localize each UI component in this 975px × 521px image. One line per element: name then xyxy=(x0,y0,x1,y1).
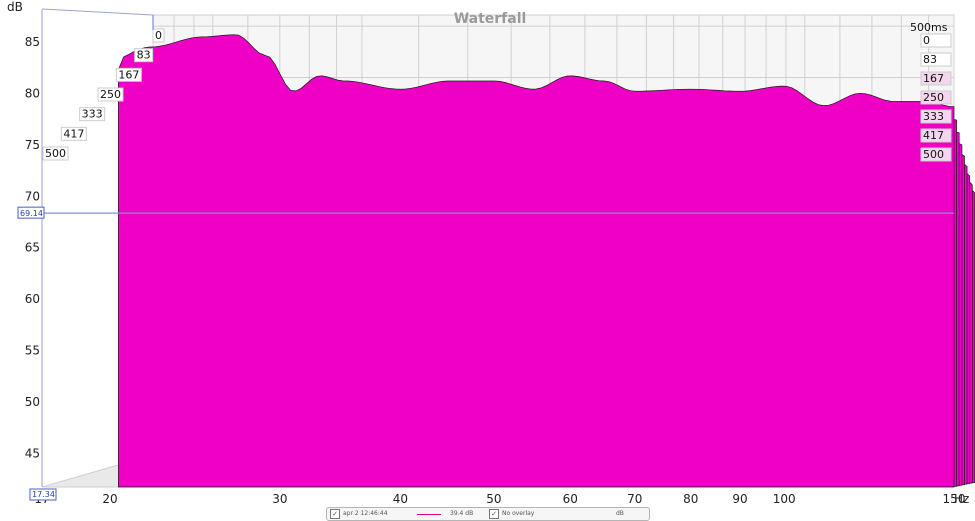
time-label-box xyxy=(115,67,142,82)
time-label-left: 0 xyxy=(155,29,162,42)
chart-title: Waterfall xyxy=(454,11,527,27)
cursor-y-readout: 69.14 xyxy=(20,209,43,218)
cursor-x-readout: 17.34 xyxy=(32,490,55,499)
depth-axis xyxy=(41,8,154,16)
time-label-box xyxy=(920,109,952,124)
x-tick-label: 50 xyxy=(486,492,501,506)
time-label-left: 167 xyxy=(118,68,139,81)
x-tick-label: 80 xyxy=(683,492,698,506)
time-axis-end-label: 500ms xyxy=(910,21,948,34)
x-tick-label: 30 xyxy=(272,492,287,506)
legend-bar: ✓ apr 2 12:46:44 39.4 dB ✓ No overlay dB xyxy=(326,507,650,521)
y-tick-label: 75 xyxy=(25,138,40,152)
x-tick-label: 100 xyxy=(773,492,796,506)
time-label-box xyxy=(134,48,154,63)
time-label-box xyxy=(920,52,952,67)
y-tick-label: 70 xyxy=(25,189,40,203)
time-label-box xyxy=(920,90,952,105)
time-label-box xyxy=(920,128,952,143)
y-axis-label: dB xyxy=(7,0,23,14)
time-label-right: 0 xyxy=(923,34,930,47)
legend-unit: dB xyxy=(616,510,624,517)
time-label-box xyxy=(42,146,69,161)
x-tick-label: 90 xyxy=(732,492,747,506)
time-label-right: 250 xyxy=(923,91,944,104)
y-tick-label: 50 xyxy=(25,395,40,409)
time-label-left: 500 xyxy=(45,147,66,160)
time-label-right: 500 xyxy=(923,148,944,161)
time-axis-labels: 0 0 83 83 167 167 250 250 333 333 417 417 500 500 500m… xyxy=(42,21,952,162)
time-label-box xyxy=(920,147,952,162)
time-label-left: 83 xyxy=(137,49,151,62)
overlay-label[interactable]: No overlay xyxy=(502,510,535,517)
time-label-left: 250 xyxy=(100,88,121,101)
overlay-checkbox[interactable]: ✓ xyxy=(489,509,499,519)
y-tick-label: 55 xyxy=(25,344,40,358)
measurement-line-swatch xyxy=(417,514,441,515)
time-label-right: 83 xyxy=(923,53,937,66)
cursor-x-readout-box xyxy=(29,488,57,501)
waterfall-slices xyxy=(118,34,975,488)
time-label-left: 417 xyxy=(63,127,84,140)
time-label-right: 417 xyxy=(923,129,944,142)
x-tick-label: 60 xyxy=(563,492,578,506)
y-tick-label: 45 xyxy=(25,446,40,460)
y-tick-label: 60 xyxy=(25,292,40,306)
y-axis-ticks: 45 50 55 60 65 70 75 80 85 xyxy=(25,35,40,460)
time-label-right: 167 xyxy=(923,72,944,85)
time-label-box xyxy=(152,28,165,43)
y-tick-label: 65 xyxy=(25,241,40,255)
measurement-name[interactable]: apr 2 12:46:44 xyxy=(343,510,388,517)
cursor-crosshair[interactable]: 69.14 17.34 xyxy=(17,15,954,501)
x-tick-label: 150 xyxy=(943,492,966,506)
time-label-box xyxy=(97,87,124,102)
cursor-y-readout-box xyxy=(17,206,45,219)
x-tick-label: 70 xyxy=(627,492,642,506)
time-label-left: 333 xyxy=(82,108,103,121)
measurement-value: 39.4 dB xyxy=(450,510,474,517)
waterfall-slice xyxy=(118,34,955,488)
y-tick-label: 80 xyxy=(25,87,40,101)
time-label-box xyxy=(920,33,952,48)
measurement-checkbox[interactable]: ✓ xyxy=(330,509,340,519)
x-axis-ticks: 172030405060708090100150 xyxy=(34,492,965,506)
time-label-right: 333 xyxy=(923,110,944,123)
y-tick-label: 85 xyxy=(25,35,40,49)
x-tick-label: 40 xyxy=(393,492,408,506)
time-label-box xyxy=(60,126,87,141)
time-label-box xyxy=(920,71,952,86)
x-axis-unit: Hz xyxy=(954,492,969,506)
time-label-box xyxy=(79,107,106,122)
x-tick-label: 20 xyxy=(102,492,117,506)
